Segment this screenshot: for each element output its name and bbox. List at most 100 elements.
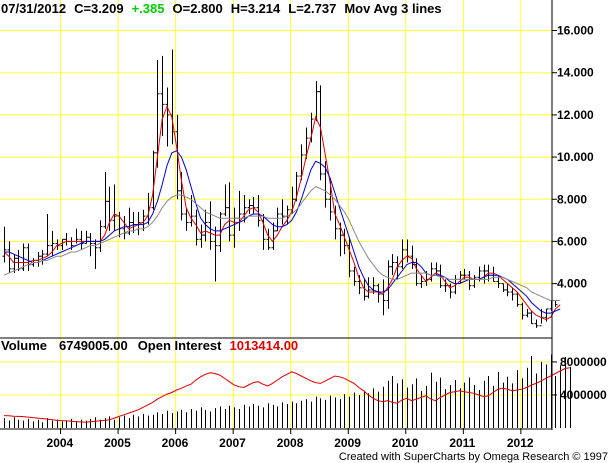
header-change: +.385 — [132, 1, 165, 16]
price-bar — [79, 230, 84, 250]
price-bar — [266, 228, 271, 250]
price-bar — [175, 114, 180, 200]
y-tick-label: 10.000 — [557, 150, 594, 164]
y-tick-label: 16.000 — [557, 24, 594, 38]
price-bar — [376, 283, 381, 303]
price-bar — [505, 283, 510, 297]
open-interest-value: 1013414.00 — [229, 338, 298, 353]
price-bar — [247, 199, 252, 215]
price-bar — [429, 262, 434, 282]
y-tick-label: 12.000 — [557, 108, 594, 122]
price-bar — [381, 279, 386, 316]
price-bar — [256, 195, 261, 227]
price-bar — [223, 184, 228, 217]
price-bar — [122, 216, 127, 240]
grid-layer — [0, 0, 552, 428]
volume-bars-layer — [4, 354, 571, 428]
price-bar — [107, 186, 112, 231]
price-bar — [184, 207, 189, 231]
moving-average-layer — [3, 105, 561, 321]
price-bar — [88, 232, 93, 257]
price-bar — [448, 283, 453, 299]
price-bar — [45, 214, 50, 257]
header-study: Mov Avg 3 lines — [344, 1, 441, 16]
price-bar — [553, 299, 558, 307]
x-tick-label: 2010 — [392, 436, 419, 450]
x-tick-label: 2006 — [162, 436, 189, 450]
price-bar — [165, 87, 170, 147]
price-bar — [98, 220, 103, 252]
y-tick-label: 8.000 — [557, 192, 587, 206]
price-bar — [151, 150, 156, 210]
price-bar — [155, 60, 160, 168]
header-high: H=3.214 — [231, 1, 281, 16]
price-bar — [275, 207, 280, 232]
price-bar — [510, 287, 515, 301]
x-tick-label: 2005 — [104, 436, 131, 450]
x-tick-label: 2012 — [507, 436, 534, 450]
price-bar — [501, 283, 506, 293]
axis-layer: 2004 2005 2006 2007 2008 2009 2010 2011 2012 4.00… — [0, 0, 607, 450]
price-bar — [352, 266, 357, 286]
price-bar — [74, 228, 79, 247]
price-bar — [26, 243, 31, 271]
price-bar — [386, 260, 391, 309]
y-tick-label: 14.000 — [557, 66, 594, 80]
open-interest-label: Open Interest — [138, 338, 222, 353]
price-bar — [103, 171, 108, 229]
price-bar — [227, 182, 232, 242]
price-bar — [60, 238, 65, 250]
price-bar — [112, 184, 117, 231]
volume-header: Volume 6749005.00 Open Interest 1013414.00 — [1, 338, 298, 353]
price-bar — [93, 239, 98, 269]
price-bar — [12, 254, 17, 274]
price-bar — [318, 85, 323, 181]
price-bar — [525, 308, 530, 318]
price-bar — [203, 209, 208, 242]
price-bar — [395, 256, 400, 280]
price-bar — [390, 254, 395, 276]
price-bar — [410, 245, 415, 269]
price-bar — [208, 201, 213, 250]
price-bar — [400, 239, 405, 269]
x-tick-label: 2011 — [449, 436, 475, 450]
price-bar — [271, 222, 276, 250]
price-bar — [419, 275, 424, 288]
volume-y-tick-label: 8000000 — [560, 355, 607, 369]
price-bar — [520, 302, 525, 320]
price-bar — [194, 209, 199, 246]
price-bar — [529, 311, 534, 325]
header-open: O=2.800 — [173, 1, 223, 16]
price-bar — [64, 232, 69, 246]
price-bar — [261, 214, 266, 250]
price-bar — [2, 226, 7, 263]
header-low: L=2.737 — [288, 1, 336, 16]
moving-average-long — [3, 186, 561, 301]
y-tick-label: 6.000 — [557, 234, 587, 248]
credit-text: Created with SuperCharts by Omega Resear… — [339, 451, 608, 463]
volume-y-tick-label: 4000000 — [560, 388, 607, 402]
price-bar — [534, 319, 539, 328]
moving-average-mid — [4, 150, 561, 314]
x-tick-label: 2009 — [334, 436, 361, 450]
price-bar — [472, 275, 477, 288]
price-bar — [467, 270, 472, 290]
price-bar — [482, 264, 487, 284]
x-tick-label: 2007 — [219, 436, 246, 450]
open-interest-line — [3, 367, 570, 423]
price-bar — [280, 199, 285, 225]
price-bar — [213, 226, 218, 282]
header-date: 07/31/2012 — [1, 1, 66, 16]
price-bars-layer — [2, 49, 558, 328]
y-tick-label: 4.000 — [557, 277, 587, 291]
header-close: C=3.209 — [74, 1, 124, 16]
price-bar — [299, 144, 304, 181]
header-quote: 07/31/2012 C=3.209 +.385 O=2.800 H=3.214 L=2.… — [1, 1, 442, 16]
price-bar — [515, 292, 520, 307]
x-tick-label: 2004 — [47, 436, 74, 450]
x-tick-label: 2008 — [277, 436, 304, 450]
price-bar — [366, 277, 371, 299]
volume-value: 6749005.00 — [59, 338, 128, 353]
